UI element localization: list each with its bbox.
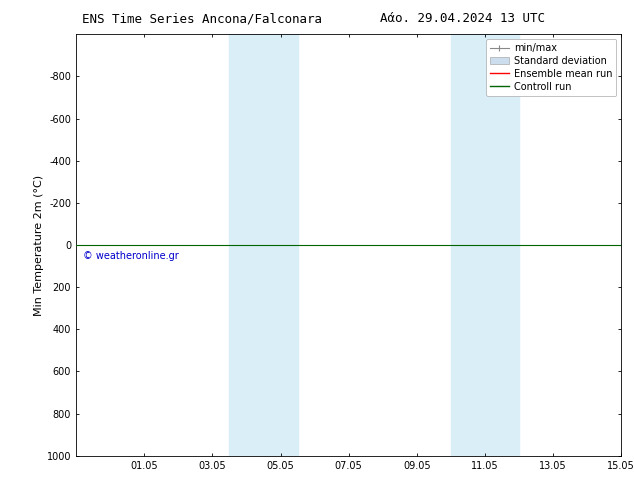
Text: Αάο. 29.04.2024 13 UTC: Αάο. 29.04.2024 13 UTC [380,12,545,25]
Legend: min/max, Standard deviation, Ensemble mean run, Controll run: min/max, Standard deviation, Ensemble me… [486,39,616,96]
Text: © weatheronline.gr: © weatheronline.gr [83,251,179,261]
Bar [230,34,297,456]
Text: ENS Time Series Ancona/Falconara: ENS Time Series Ancona/Falconara [82,12,323,25]
Y-axis label: Min Temperature 2m (°C): Min Temperature 2m (°C) [34,174,44,316]
Bar [451,34,519,456]
